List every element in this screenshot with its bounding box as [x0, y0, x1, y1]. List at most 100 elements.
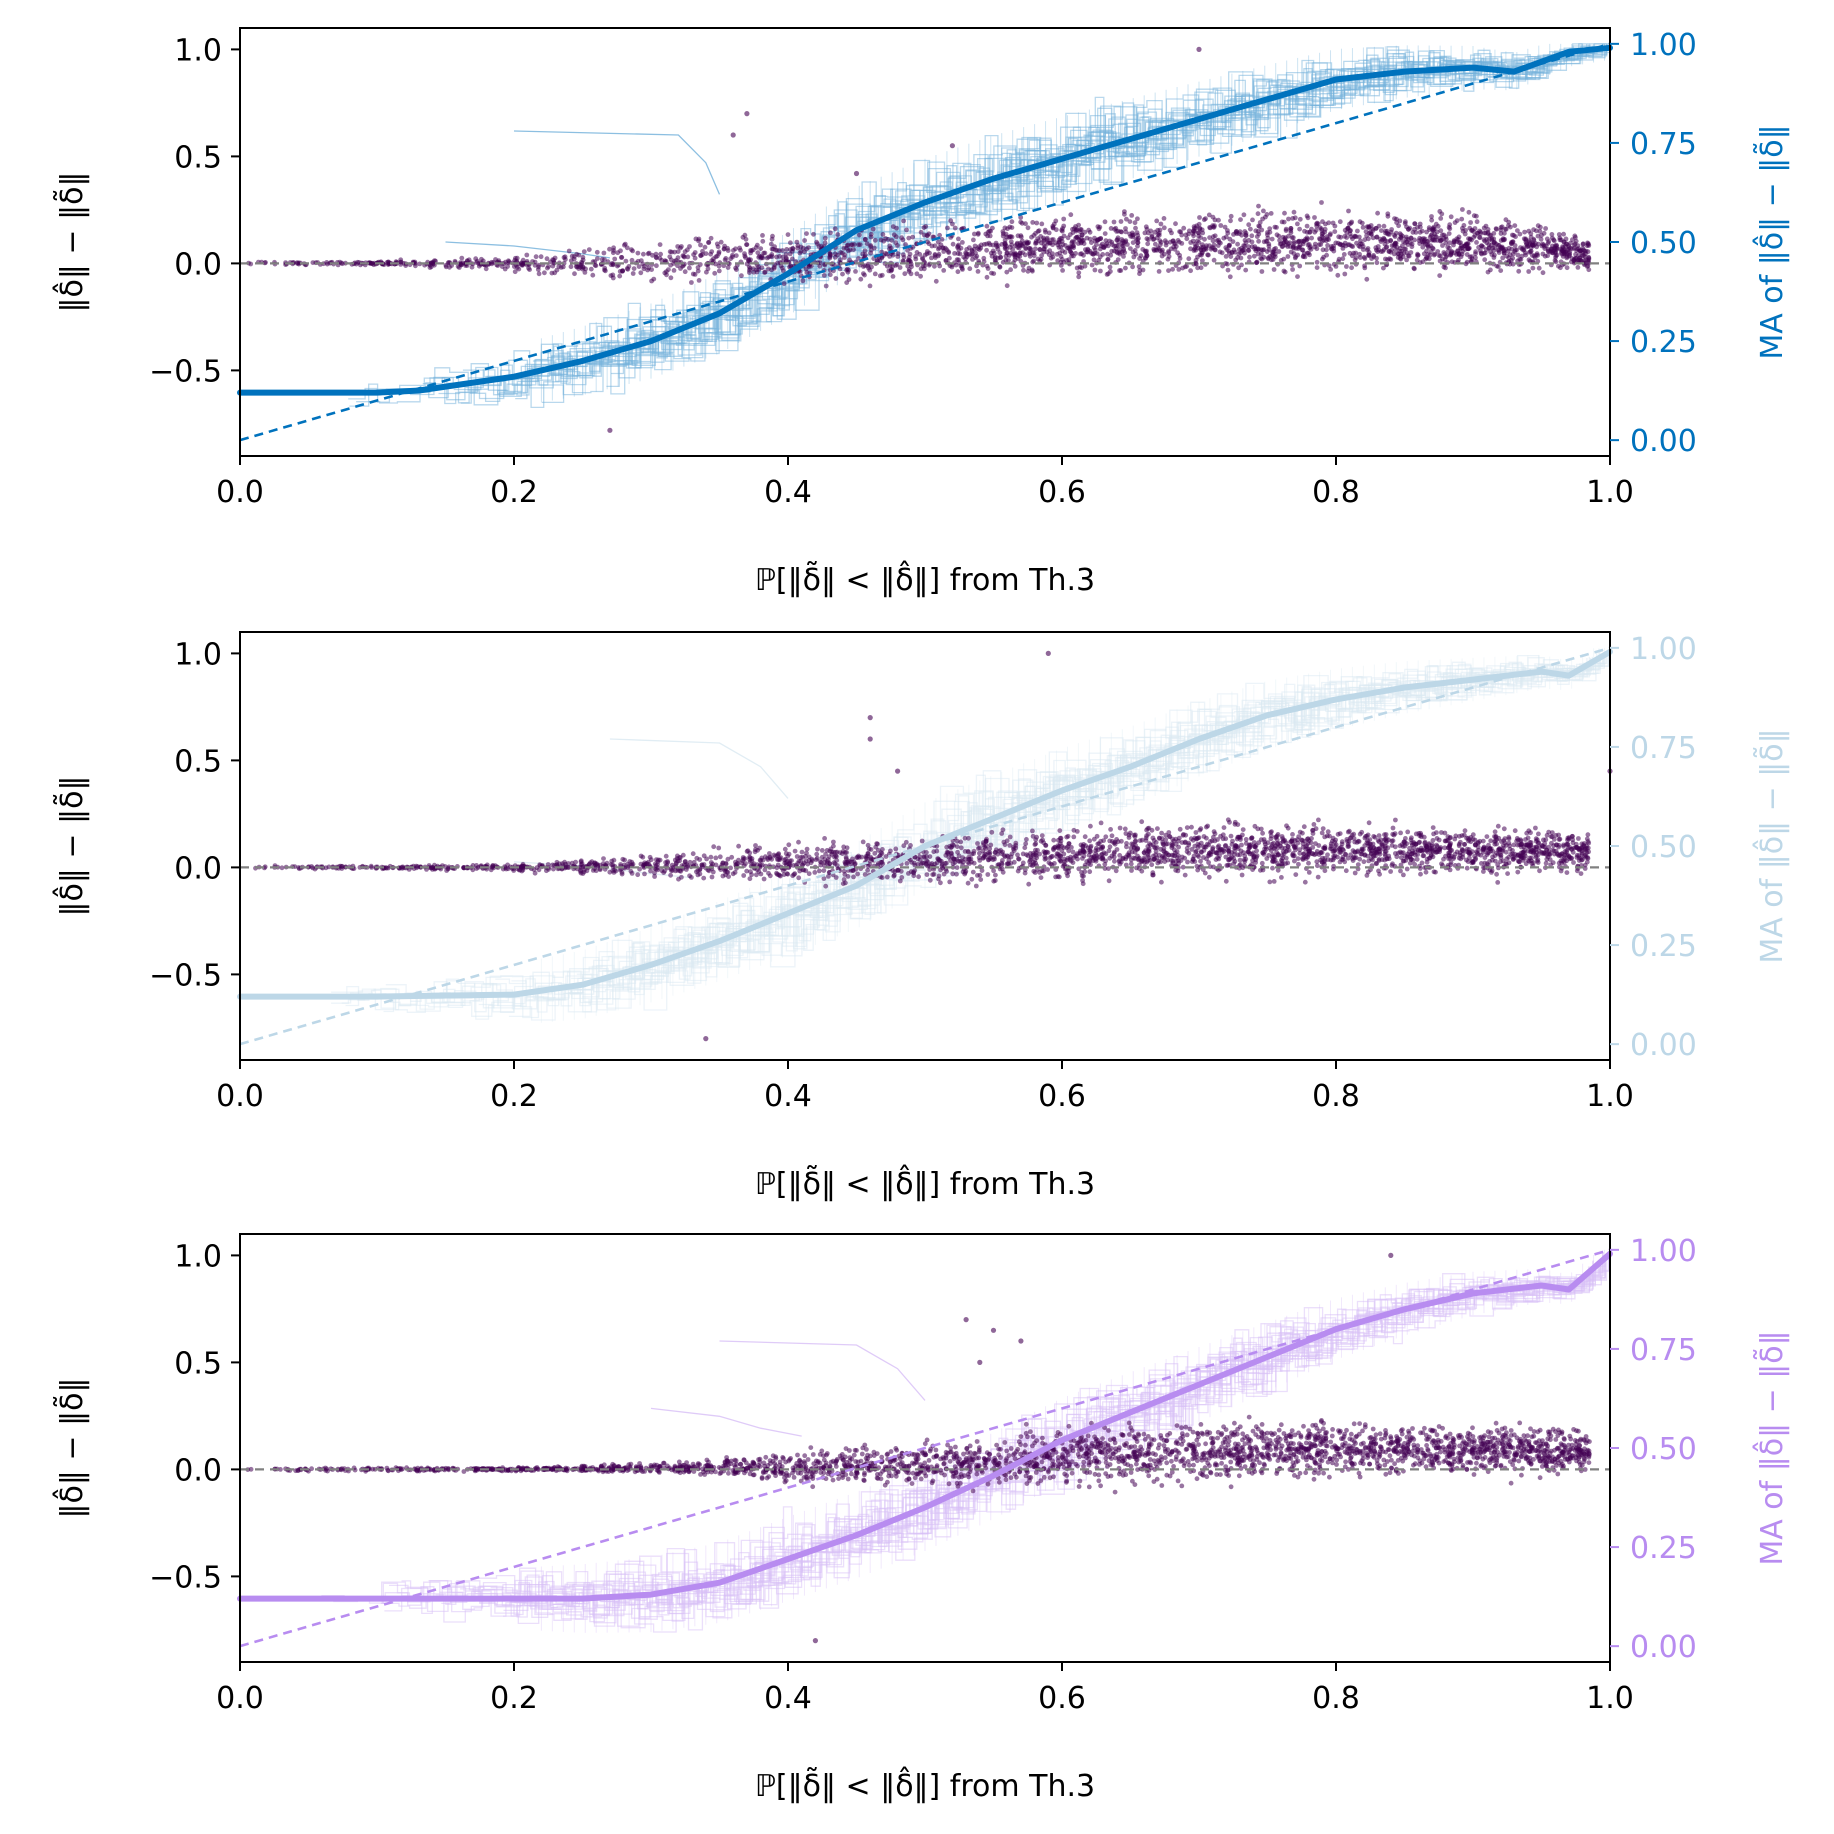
scatter-point: [897, 265, 903, 270]
scatter-point: [1230, 239, 1236, 245]
scatter-point: [668, 872, 673, 878]
scatter-point: [1328, 857, 1334, 863]
ma-bootstrap-curve: [549, 43, 1605, 375]
scatter-point: [1055, 242, 1061, 248]
scatter-point: [1227, 242, 1232, 248]
scatter-point: [1076, 270, 1082, 276]
scatter-point: [938, 880, 943, 886]
scatter-point: [1459, 216, 1465, 222]
scatter-point: [1436, 253, 1442, 258]
scatter-point: [1145, 241, 1151, 247]
scatter-point: [1082, 263, 1088, 269]
scatter-point: [1102, 231, 1108, 237]
scatter-point: [427, 265, 433, 270]
scatter-point: [794, 239, 800, 245]
scatter-point: [667, 249, 673, 255]
scatter-point: [1137, 271, 1142, 277]
scatter-point: [1495, 862, 1501, 868]
scatter-point: [1431, 237, 1436, 243]
scatter-point: [1207, 235, 1212, 241]
scatter-point: [1239, 872, 1245, 878]
scatter-point: [1270, 865, 1275, 871]
scatter-point: [619, 871, 625, 877]
scatter-point: [762, 270, 767, 275]
scatter-point: [823, 283, 829, 289]
scatter-point: [533, 254, 539, 260]
scatter-point: [1312, 244, 1318, 250]
scatter-point: [1482, 230, 1487, 236]
scatter-point: [1576, 246, 1581, 252]
scatter-point: [675, 249, 681, 255]
scatter-point: [629, 871, 635, 876]
scatter-point: [1058, 263, 1064, 268]
scatter-point: [1118, 268, 1124, 273]
scatter-point: [1194, 223, 1200, 229]
scatter-point: [398, 259, 404, 265]
scatter-point: [1540, 251, 1546, 257]
scatter-point: [1166, 268, 1171, 273]
scatter-point: [1030, 828, 1035, 834]
panel-middle: 0.0 0.2 0.4 0.6 0.8 1.0 −0.50.00.51.0 0.000.2…: [52, 631, 1790, 1202]
scatter-point: [941, 268, 947, 273]
scatter-point: [650, 252, 655, 258]
scatter-point: [666, 267, 671, 272]
scatter-point: [538, 254, 544, 260]
ma-bootstrap-curve: [541, 43, 1608, 404]
scatter-point: [1135, 216, 1140, 222]
scatter-point: [1246, 248, 1252, 254]
scatter-point: [1576, 836, 1581, 841]
scatter-point: [1050, 225, 1056, 230]
scatter-point: [1080, 878, 1085, 883]
scatter-point: [950, 241, 956, 247]
scatter-point: [1585, 832, 1591, 838]
scatter-point: [1236, 265, 1241, 271]
scatter-point: [1071, 834, 1077, 840]
scatter-point: [654, 263, 659, 269]
scatter-point: [733, 253, 739, 258]
scatter-point: [1332, 843, 1338, 849]
scatter-point: [1379, 228, 1384, 234]
scatter-point: [1349, 265, 1354, 271]
scatter-point: [483, 266, 489, 272]
x-tick-label: 0.0: [216, 475, 264, 510]
scatter-point: [901, 218, 906, 224]
scatter-point: [815, 241, 820, 247]
scatter-point: [610, 275, 616, 281]
scatter-point: [1541, 230, 1547, 236]
scatter-point: [1008, 267, 1013, 273]
scatter-point: [1345, 242, 1351, 248]
scatter-point: [1507, 843, 1513, 849]
scatter-point: [1295, 837, 1300, 843]
scatter-point: [1512, 249, 1518, 254]
scatter-point: [1340, 246, 1346, 251]
scatter-point: [1003, 231, 1009, 237]
scatter-point: [786, 842, 792, 848]
scatter-point: [766, 266, 771, 272]
scatter-point: [1578, 871, 1584, 876]
scatter-point: [1460, 207, 1465, 212]
scatter-point: [1449, 259, 1455, 265]
scatter-point: [1506, 834, 1512, 840]
scatter-point: [590, 272, 596, 278]
scatter-point: [1467, 236, 1473, 242]
scatter-point: [1522, 229, 1527, 235]
scatter-point: [832, 226, 838, 232]
scatter-point: [635, 872, 641, 878]
scatter-point: [1062, 250, 1068, 255]
scatter-point: [1535, 233, 1541, 239]
scatter-point: [1238, 217, 1243, 223]
scatter-point: [1105, 243, 1111, 249]
scatter-point: [1268, 211, 1274, 216]
scatter-point: [1492, 829, 1498, 835]
scatter-point: [1346, 208, 1351, 214]
scatter-point: [1412, 266, 1417, 272]
scatter-point: [1515, 869, 1521, 875]
scatter-point: [1012, 252, 1018, 257]
scatter-point: [1030, 220, 1036, 225]
scatter-point: [1414, 856, 1420, 862]
scatter-point: [572, 271, 577, 277]
scatter-point: [861, 271, 866, 276]
scatter-point: [827, 254, 833, 260]
scatter-point: [1516, 268, 1522, 274]
scatter-point: [1381, 247, 1387, 253]
